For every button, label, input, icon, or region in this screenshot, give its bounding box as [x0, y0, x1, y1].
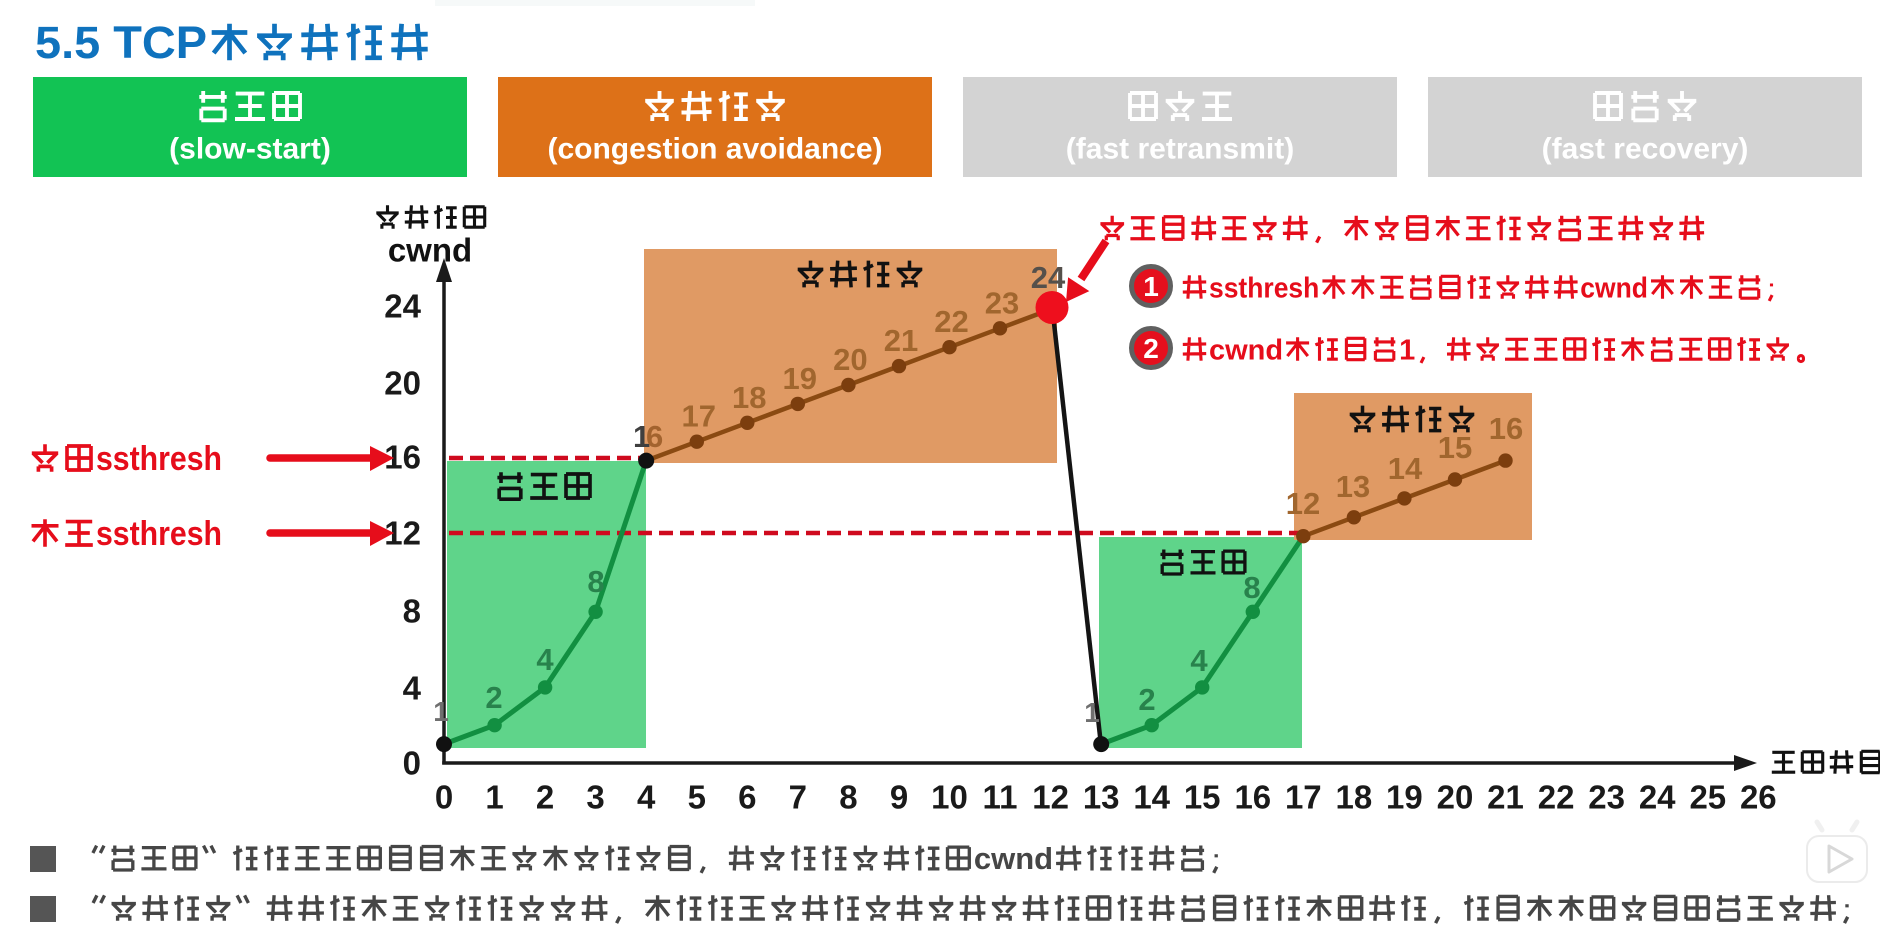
svg-text:19: 19: [783, 361, 817, 396]
svg-text:14: 14: [1133, 779, 1170, 816]
svg-text:15: 15: [1438, 430, 1472, 465]
svg-text:24: 24: [1031, 260, 1066, 295]
svg-text:3: 3: [586, 779, 604, 816]
svg-text:12: 12: [1286, 486, 1320, 521]
svg-text:21: 21: [884, 323, 918, 358]
svg-text:0: 0: [403, 745, 421, 782]
svg-text:17: 17: [1285, 779, 1322, 816]
svg-text:8: 8: [1243, 570, 1260, 605]
svg-text:16: 16: [1234, 779, 1271, 816]
svg-text:1: 1: [1084, 697, 1100, 728]
svg-text:0: 0: [435, 779, 453, 816]
svg-text:6: 6: [646, 419, 663, 454]
svg-text:20: 20: [1437, 779, 1474, 816]
svg-text:2: 2: [1138, 682, 1155, 717]
svg-text:9: 9: [890, 779, 908, 816]
svg-text:1: 1: [1399, 334, 1415, 366]
svg-text:23: 23: [985, 285, 1019, 320]
svg-text:1: 1: [1143, 271, 1159, 302]
svg-text:cwnd: cwnd: [388, 232, 472, 269]
svg-text:(fast recovery): (fast recovery): [1542, 133, 1749, 166]
svg-text:2: 2: [536, 779, 554, 816]
svg-text:4: 4: [1190, 643, 1208, 678]
svg-text:4: 4: [637, 779, 656, 816]
svg-text:(congestion avoidance): (congestion avoidance): [547, 133, 882, 166]
svg-text:cwnd: cwnd: [1580, 272, 1648, 304]
svg-text:18: 18: [732, 380, 766, 415]
svg-text:24: 24: [1639, 779, 1676, 816]
svg-text:8: 8: [839, 779, 857, 816]
svg-text:25: 25: [1689, 779, 1726, 816]
svg-text:2: 2: [485, 680, 502, 715]
svg-text:ssthresh: ssthresh: [96, 440, 222, 478]
svg-text:8: 8: [403, 593, 421, 630]
svg-text:22: 22: [1538, 779, 1575, 816]
svg-text:6: 6: [738, 779, 756, 816]
svg-text:4: 4: [536, 642, 554, 677]
svg-text:1: 1: [433, 696, 449, 727]
svg-text:26: 26: [1740, 779, 1777, 816]
svg-text:21: 21: [1487, 779, 1524, 816]
svg-text:5.5 TCP: 5.5 TCP: [35, 17, 207, 68]
svg-text:4: 4: [403, 670, 422, 707]
svg-text:ssthresh: ssthresh: [1209, 272, 1319, 304]
svg-text:(fast retransmit): (fast retransmit): [1066, 133, 1294, 166]
svg-text:15: 15: [1184, 779, 1221, 816]
svg-text:14: 14: [1388, 451, 1423, 486]
svg-text:12: 12: [1032, 779, 1069, 816]
svg-text:20: 20: [384, 365, 421, 402]
svg-text:1: 1: [633, 419, 650, 454]
svg-text:8: 8: [587, 564, 604, 599]
svg-text:13: 13: [1336, 469, 1370, 504]
svg-text:2: 2: [1143, 333, 1159, 364]
svg-text:22: 22: [934, 304, 968, 339]
svg-text:13: 13: [1083, 779, 1120, 816]
svg-text:7: 7: [789, 779, 807, 816]
svg-text:11: 11: [983, 779, 1018, 816]
svg-text:19: 19: [1386, 779, 1423, 816]
svg-text:5: 5: [688, 779, 706, 816]
svg-text:cwnd: cwnd: [1209, 334, 1283, 366]
svg-text:ssthresh: ssthresh: [96, 515, 222, 553]
svg-text:23: 23: [1588, 779, 1625, 816]
svg-text:17: 17: [682, 399, 716, 434]
svg-text:1: 1: [485, 779, 503, 816]
svg-text:24: 24: [384, 288, 421, 325]
svg-text:10: 10: [931, 779, 968, 816]
svg-text:18: 18: [1336, 779, 1373, 816]
svg-text:20: 20: [833, 342, 867, 377]
svg-text:16: 16: [1489, 411, 1523, 446]
svg-text:(slow-start): (slow-start): [169, 133, 331, 166]
svg-text:cwnd: cwnd: [974, 841, 1053, 876]
